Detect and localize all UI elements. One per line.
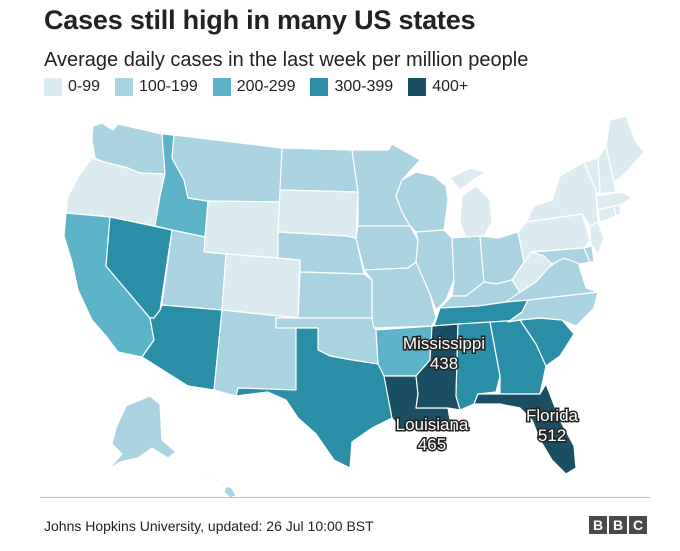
state-nj <box>589 221 605 255</box>
state-tx <box>235 327 393 469</box>
legend-item-4: 400+ <box>408 78 468 96</box>
state-nc <box>507 291 599 327</box>
legend-item-0: 0-99 <box>44 78 100 96</box>
state-fl <box>473 383 577 475</box>
legend-label-0: 0-99 <box>68 78 101 95</box>
state-ks <box>297 271 373 319</box>
legend: 0-99 100-199 200-299 300-399 400+ <box>44 78 483 96</box>
bbc-logo-letter-1: B <box>589 516 607 534</box>
state-ak <box>107 395 177 471</box>
annotation-louisiana-name: Louisiana <box>396 415 469 434</box>
annotation-mississippi-value: 438 <box>430 354 458 373</box>
state-nd <box>279 147 359 193</box>
bbc-logo-letter-2: B <box>609 516 627 534</box>
bbc-logo: B B C <box>587 516 647 534</box>
annotation-louisiana-value: 465 <box>418 435 446 454</box>
state-sd <box>277 189 359 239</box>
legend-item-3: 300-399 <box>310 78 393 96</box>
legend-label-2: 200-299 <box>236 78 296 95</box>
state-hi <box>205 473 237 499</box>
state-mi <box>449 167 493 239</box>
source-note: Johns Hopkins University, updated: 26 Ju… <box>44 518 374 534</box>
state-az <box>141 304 223 391</box>
annotation-mississippi-name: Mississippi <box>403 334 485 353</box>
legend-swatch-0 <box>44 78 62 96</box>
state-ia <box>355 225 419 271</box>
legend-swatch-2 <box>212 78 231 96</box>
legend-swatch-1 <box>115 78 134 96</box>
legend-item-2: 200-299 <box>212 78 296 96</box>
legend-label-3: 300-399 <box>334 78 394 95</box>
legend-swatch-3 <box>310 78 329 96</box>
state-il <box>415 229 455 311</box>
legend-label-4: 400+ <box>432 78 469 95</box>
state-ny <box>525 161 599 227</box>
state-mo <box>363 261 437 329</box>
chart-subtitle: Average daily cases in the last week per… <box>44 49 529 71</box>
chart-title: Cases still high in many US states <box>44 5 476 35</box>
state-me <box>605 115 645 183</box>
legend-swatch-4 <box>408 78 427 96</box>
footer-divider <box>40 497 650 498</box>
state-vt <box>583 157 601 197</box>
legend-item-1: 100-199 <box>115 78 198 96</box>
state-mt <box>171 134 283 203</box>
state-wy <box>203 200 281 259</box>
bbc-logo-letter-3: C <box>629 516 647 534</box>
annotation-florida-name: Florida <box>526 406 579 425</box>
state-ma <box>595 191 633 211</box>
state-co <box>221 253 301 319</box>
legend-label-1: 100-199 <box>139 78 198 95</box>
annotation-florida-value: 512 <box>538 426 566 445</box>
state-de <box>583 245 595 263</box>
